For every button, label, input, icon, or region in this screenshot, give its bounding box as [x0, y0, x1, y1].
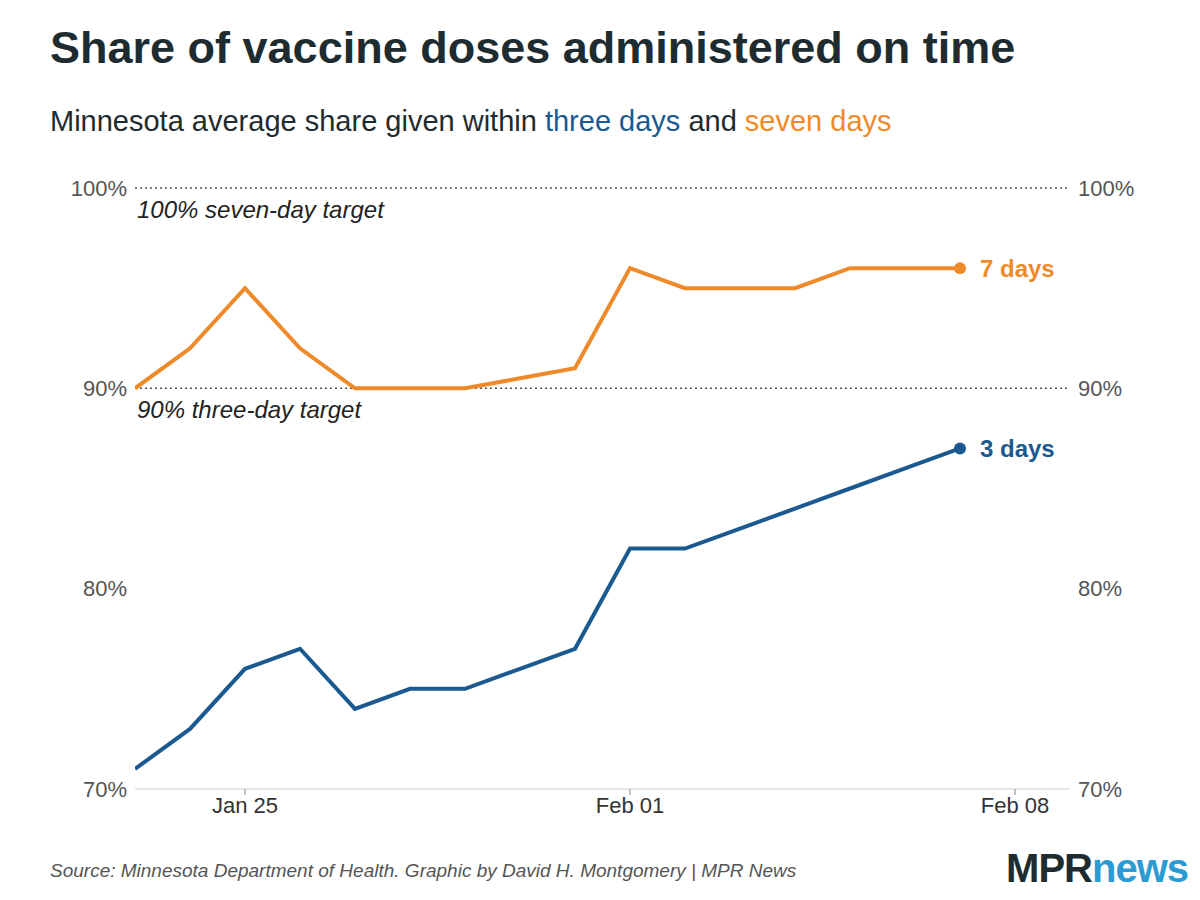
svg-text:90%: 90% — [1078, 376, 1122, 401]
svg-text:70%: 70% — [1078, 777, 1122, 802]
svg-text:80%: 80% — [83, 576, 127, 601]
svg-text:70%: 70% — [83, 777, 127, 802]
svg-text:90% three-day target: 90% three-day target — [137, 396, 362, 423]
svg-text:7 days: 7 days — [980, 255, 1055, 282]
html-text:Minnesota average share given: Minnesota average share given within thr… — [50, 105, 892, 137]
svg-text:100%: 100% — [71, 176, 127, 201]
svg-text:90%: 90% — [83, 376, 127, 401]
svg-text:3 days: 3 days — [980, 435, 1055, 462]
svg-text:Jan 25: Jan 25 — [212, 793, 278, 818]
svg-text:100% seven-day target: 100% seven-day target — [137, 196, 385, 223]
svg-text:80%: 80% — [1078, 576, 1122, 601]
html-text:Source: Minnesota Department o: Source: Minnesota Department of Health. … — [50, 860, 797, 881]
html-text:MPR news: MPR news — [1006, 846, 1188, 890]
html-text:Share of vaccine doses adminis: Share of vaccine doses administered on t… — [50, 22, 1016, 73]
svg-text:100%: 100% — [1078, 176, 1134, 201]
svg-text:Feb 01: Feb 01 — [596, 793, 665, 818]
svg-text:Feb 08: Feb 08 — [981, 793, 1050, 818]
